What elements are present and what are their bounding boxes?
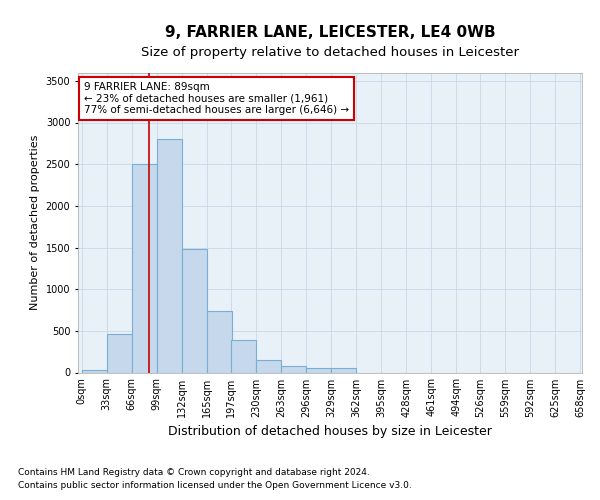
Text: 9 FARRIER LANE: 89sqm
← 23% of detached houses are smaller (1,961)
77% of semi-d: 9 FARRIER LANE: 89sqm ← 23% of detached … <box>84 82 349 115</box>
Y-axis label: Number of detached properties: Number of detached properties <box>30 135 40 310</box>
Bar <box>331 368 356 372</box>
Text: Contains public sector information licensed under the Open Government Licence v3: Contains public sector information licen… <box>18 480 412 490</box>
Text: Contains HM Land Registry data © Crown copyright and database right 2024.: Contains HM Land Registry data © Crown c… <box>18 468 370 477</box>
Bar <box>281 366 306 372</box>
Bar <box>157 139 182 372</box>
Bar <box>182 249 207 372</box>
X-axis label: Distribution of detached houses by size in Leicester: Distribution of detached houses by size … <box>168 425 492 438</box>
Text: 9, FARRIER LANE, LEICESTER, LE4 0WB: 9, FARRIER LANE, LEICESTER, LE4 0WB <box>164 25 496 40</box>
Bar <box>306 368 331 372</box>
Text: Size of property relative to detached houses in Leicester: Size of property relative to detached ho… <box>141 46 519 59</box>
Bar <box>107 334 132 372</box>
Bar <box>132 164 157 372</box>
Bar <box>207 311 232 372</box>
Bar <box>82 370 107 372</box>
Bar <box>231 340 256 372</box>
Bar <box>256 360 281 372</box>
